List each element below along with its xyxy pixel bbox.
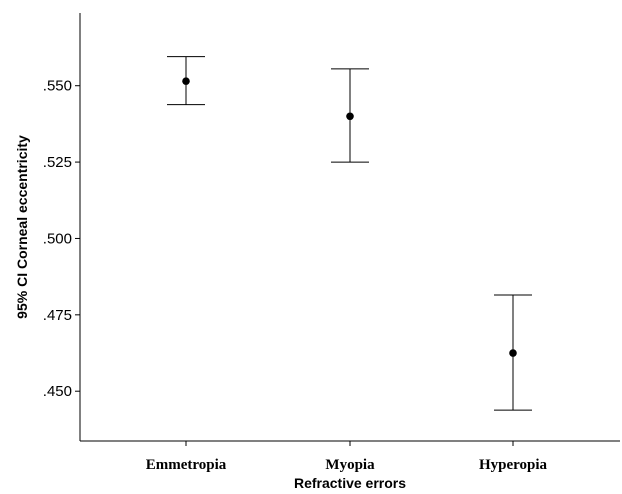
x-tick-label: Emmetropia xyxy=(146,457,227,473)
y-tick-label: .500 xyxy=(43,230,72,247)
mean-point xyxy=(346,112,354,121)
x-ticks: Emmetropia Myopia Hyperopia xyxy=(146,441,548,473)
x-tick-label: Hyperopia xyxy=(479,457,548,473)
y-tick-label: .550 xyxy=(43,78,72,95)
mean-point xyxy=(509,349,517,357)
y-axis-title: 95% CI Corneal eccentricity xyxy=(14,135,30,319)
y-tick-label: .450 xyxy=(43,383,72,400)
error-bars xyxy=(167,56,532,411)
mean-point xyxy=(182,77,190,85)
y-ticks: .450 .475 .500 .525 .550 xyxy=(43,78,80,400)
y-tick-label: .475 xyxy=(43,307,72,324)
y-tick-label: .525 xyxy=(43,154,72,171)
x-tick-label: Myopia xyxy=(325,457,375,473)
x-axis-title: Refractive errors xyxy=(294,475,406,491)
